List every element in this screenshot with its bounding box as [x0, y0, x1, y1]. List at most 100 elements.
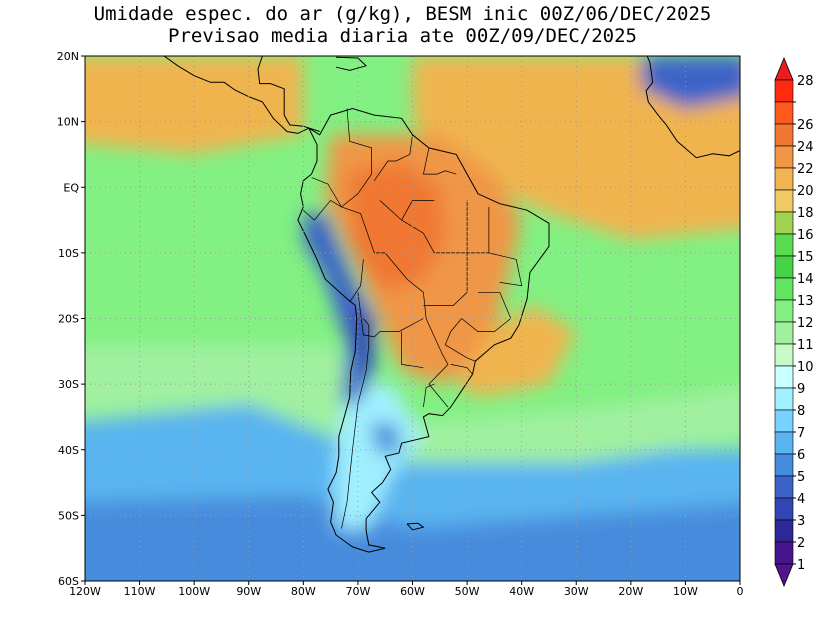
colorbar-swatch — [774, 343, 794, 367]
field-region-tropical-atlantic — [412, 56, 740, 240]
lat-tick-label: 20S — [58, 313, 79, 326]
colorbar-swatch — [774, 123, 794, 147]
colorbar-label: 18 — [797, 206, 814, 221]
political-border-14 — [444, 318, 476, 362]
field-region-patagonia — [336, 384, 424, 529]
colorbar-label: 6 — [797, 448, 805, 463]
political-border-17 — [379, 200, 435, 221]
political-border-4 — [311, 108, 372, 208]
field-region-tropical-pacific-north — [85, 56, 304, 155]
colorbar-label: 12 — [797, 316, 814, 331]
longitude-axis: 120W 110W 100W 90W 80W 70W 60W 50W 40W 30W 20W 10W 0 — [69, 581, 744, 598]
colorbar-swatch — [774, 233, 794, 257]
field-blobs — [85, 56, 740, 581]
colorbar-swatch — [774, 79, 794, 103]
political-border-5 — [374, 134, 413, 181]
lat-tick-label: 30S — [58, 378, 79, 391]
colorbar-label: 5 — [797, 470, 805, 485]
political-border-13 — [461, 291, 512, 332]
graticule — [85, 56, 740, 581]
colorbar-label: 22 — [797, 162, 814, 177]
colorbar-swatch — [774, 101, 794, 125]
political-border-7 — [303, 199, 342, 221]
lon-tick-label: 60W — [400, 585, 425, 598]
latitude-axis: 20N 10N EQ 10S 20S 30S 40S 50S 60S — [57, 50, 85, 588]
colorbar-label: 10 — [797, 360, 814, 375]
colorbar-swatch — [774, 409, 794, 433]
lon-tick-label: 50W — [455, 585, 480, 598]
political-border-1 — [357, 292, 424, 338]
colorbar-label: 3 — [797, 514, 805, 529]
lat-tick-label: 20N — [57, 50, 79, 63]
lat-tick-label: 40S — [58, 444, 79, 457]
colorbar-swatch — [774, 255, 794, 279]
colorbar-top-arrow — [774, 56, 794, 81]
colorbar-swatch — [774, 145, 794, 169]
field-region-atlantic-orange-south — [456, 305, 577, 398]
colorbar-swatch — [774, 387, 794, 411]
map-title-line2: Previsao media diaria ate 00Z/09/DEC/202… — [168, 25, 637, 47]
lon-tick-label: 100W — [178, 585, 210, 598]
lon-tick-label: 70W — [345, 585, 370, 598]
political-border-16 — [401, 219, 435, 254]
colorbar-label: 24 — [797, 140, 814, 155]
colorbar-swatch — [774, 299, 794, 323]
colorbar-label: 26 — [797, 118, 814, 133]
central-america-caribbean — [257, 56, 320, 132]
lat-tick-label: 60S — [58, 575, 79, 588]
lat-tick-label: 50S — [58, 509, 79, 522]
political-border-15 — [450, 364, 473, 375]
colorbar-label: 15 — [797, 250, 814, 265]
hispaniola-fragment — [335, 56, 368, 71]
political-border-2 — [349, 259, 364, 303]
political-border-11 — [423, 252, 468, 306]
colorbar-swatch — [774, 519, 794, 543]
colorbar-bottom-arrow — [774, 563, 794, 588]
political-border-8 — [341, 318, 370, 529]
political-border-6 — [422, 147, 457, 175]
colorbar-swatch — [774, 277, 794, 301]
colorbar: 28 26 24 22 20 18 16 15 14 13 12 11 10 9 8 7 6 5 4 3 2 1 — [774, 56, 814, 588]
lon-tick-label: 10W — [673, 585, 698, 598]
colorbar-label: 13 — [797, 294, 814, 309]
colorbar-label: 4 — [797, 492, 805, 507]
colorbar-swatch — [774, 475, 794, 499]
lon-tick-label: 40W — [509, 585, 534, 598]
field-region-pampas-dry — [368, 423, 402, 457]
colorbar-label: 9 — [797, 382, 805, 397]
field-region-andes — [303, 213, 375, 404]
colorbar-label: 14 — [797, 272, 814, 287]
lon-tick-label: 110W — [124, 585, 156, 598]
colorbar-swatch — [774, 321, 794, 345]
cuba-fragment — [276, 36, 331, 52]
colorbar-swatch — [774, 497, 794, 521]
map-title-line1: Umidade espec. do ar (g/kg), BESM inic 0… — [93, 3, 712, 25]
lon-tick-label: 0 — [737, 585, 744, 598]
colorbar-label: 28 — [797, 74, 814, 89]
colorbar-label: 8 — [797, 404, 805, 419]
lat-tick-label: 10N — [57, 116, 79, 129]
political-border-3 — [401, 331, 424, 369]
colorbar-swatch — [774, 167, 794, 191]
colorbar-swatch — [774, 453, 794, 477]
field-region-sahara — [641, 56, 740, 109]
colorbar-label: 1 — [797, 558, 805, 573]
colorbar-swatch — [774, 189, 794, 213]
field-region-southern-deep — [85, 495, 740, 581]
colorbar-label: 2 — [797, 536, 805, 551]
field-region-midlat-band — [85, 344, 740, 463]
colorbar-label: 11 — [797, 338, 814, 353]
colorbar-swatch — [774, 541, 794, 565]
lon-tick-label: 80W — [291, 585, 316, 598]
colorbar-label: 20 — [797, 184, 814, 199]
colorbar-label: 7 — [797, 426, 805, 441]
colorbar-swatch — [774, 431, 794, 455]
colorbar-label: 16 — [797, 228, 814, 243]
central-america-coast — [163, 56, 310, 134]
coastlines — [163, 36, 740, 553]
south-america-coast — [297, 107, 550, 553]
lon-tick-label: 90W — [236, 585, 261, 598]
political-border-9 — [423, 383, 435, 408]
colorbar-swatch — [774, 365, 794, 389]
falklands — [406, 522, 425, 531]
